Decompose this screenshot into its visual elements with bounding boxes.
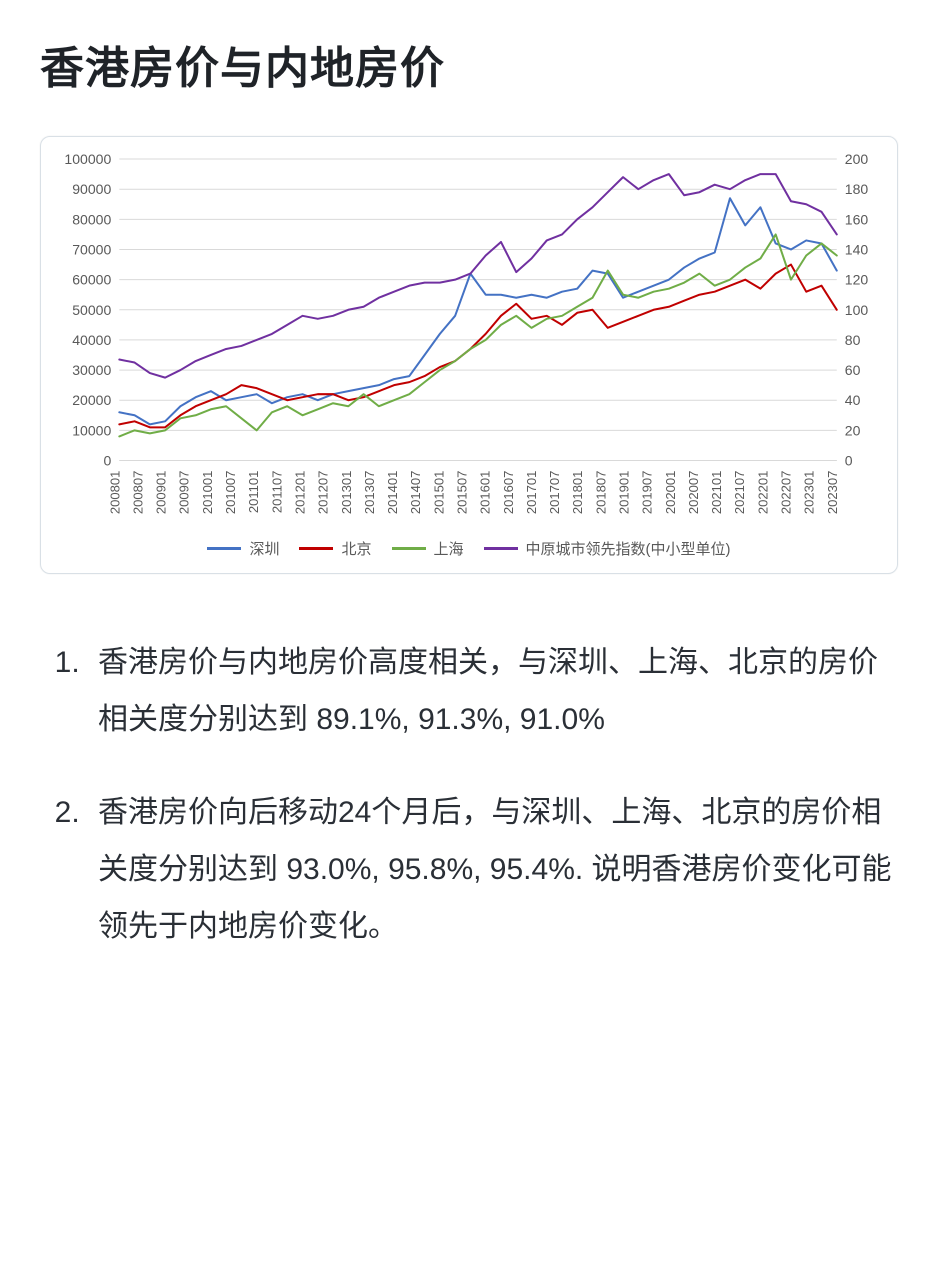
y-right-tick-label: 80 <box>845 332 861 348</box>
x-tick-label: 201107 <box>269 471 284 514</box>
y-left-tick-label: 70000 <box>72 242 111 258</box>
y-right-tick-label: 100 <box>845 302 869 318</box>
analysis-note: 香港房价向后移动24个月后，与深圳、上海、北京的房价相关度分别达到 93.0%,… <box>88 784 898 955</box>
price-line-chart: 0 0 10000 20 20000 40 30000 60 40000 80 50000 100 60… <box>57 149 881 531</box>
legend-label: 深圳 <box>249 538 279 559</box>
x-tick-label: 202201 <box>755 471 770 515</box>
y-right-tick-label: 60 <box>845 362 861 378</box>
x-tick-label: 201601 <box>478 471 493 515</box>
y-left-tick-label: 80000 <box>72 211 111 227</box>
x-tick-label: 200907 <box>177 471 192 515</box>
y-left-tick-label: 20000 <box>72 392 111 408</box>
x-tick-label: 201707 <box>547 471 562 515</box>
y-left-tick-label: 40000 <box>72 332 111 348</box>
x-tick-label: 202207 <box>778 471 793 515</box>
x-tick-label: 201501 <box>431 471 446 515</box>
x-tick-label: 201607 <box>501 471 516 515</box>
series-shenzhen <box>119 198 836 424</box>
y-left-tick-label: 90000 <box>72 181 111 197</box>
x-tick-label: 200807 <box>130 471 145 515</box>
x-tick-label: 201507 <box>454 471 469 515</box>
legend-label: 北京 <box>341 538 371 559</box>
x-tick-label: 201701 <box>524 471 539 515</box>
series-beijing <box>119 265 836 428</box>
y-right-tick-label: 140 <box>845 242 869 258</box>
x-tick-label: 202001 <box>663 471 678 515</box>
legend-swatch <box>207 547 241 550</box>
legend-label: 上海 <box>434 538 464 559</box>
y-right-tick-label: 0 <box>845 453 853 469</box>
x-tick-label: 200801 <box>107 471 122 515</box>
x-tick-label: 201401 <box>385 471 400 515</box>
y-left-tick-label: 0 <box>103 453 111 469</box>
y-left-tick-label: 100000 <box>64 151 111 167</box>
x-tick-label: 201801 <box>570 471 585 515</box>
y-right-tick-label: 160 <box>845 211 869 227</box>
legend-item-shanghai: 上海 <box>392 538 464 559</box>
y-left-tick-label: 60000 <box>72 272 111 288</box>
x-tick-label: 201301 <box>339 471 354 515</box>
x-tick-label: 201101 <box>246 471 261 514</box>
x-tick-label: 201307 <box>362 471 377 515</box>
x-tick-label: 202007 <box>686 471 701 515</box>
legend-swatch <box>484 547 518 550</box>
price-chart-card: 0 0 10000 20 20000 40 30000 60 40000 80 50000 100 60… <box>40 136 898 574</box>
legend-item-shenzhen: 深圳 <box>207 538 279 559</box>
analysis-note: 香港房价与内地房价高度相关，与深圳、上海、北京的房价相关度分别达到 89.1%,… <box>88 634 898 748</box>
y-right-tick-label: 120 <box>845 272 869 288</box>
x-tick-label: 201007 <box>223 471 238 515</box>
y-left-tick-label: 50000 <box>72 302 111 318</box>
x-tick-label: 201207 <box>316 471 331 515</box>
y-left-tick-label: 10000 <box>72 422 111 438</box>
legend-item-beijing: 北京 <box>299 538 371 559</box>
x-tick-label: 200901 <box>154 471 169 515</box>
y-right-tick-label: 200 <box>845 151 869 167</box>
legend-item-ccli: 中原城市领先指数(中小型单位) <box>484 538 731 559</box>
y-right-tick-label: 20 <box>845 422 861 438</box>
chart-legend: 深圳 北京 上海 中原城市领先指数(中小型单位) <box>57 537 881 559</box>
x-tick-label: 201001 <box>200 471 215 515</box>
analysis-notes-list: 香港房价与内地房价高度相关，与深圳、上海、北京的房价相关度分别达到 89.1%,… <box>40 634 898 955</box>
legend-label: 中原城市领先指数(中小型单位) <box>526 538 731 559</box>
legend-swatch <box>392 547 426 550</box>
y-right-tick-label: 40 <box>845 392 861 408</box>
x-tick-label: 201907 <box>640 471 655 515</box>
x-tick-label: 202301 <box>802 471 817 515</box>
page-title: 香港房价与内地房价 <box>40 32 898 96</box>
y-right-tick-label: 180 <box>845 181 869 197</box>
x-tick-label: 201901 <box>616 471 631 515</box>
x-tick-label: 201407 <box>408 471 423 515</box>
x-tick-label: 202307 <box>825 471 840 515</box>
y-left-tick-label: 30000 <box>72 362 111 378</box>
legend-swatch <box>299 547 333 550</box>
x-tick-label: 202101 <box>709 471 724 515</box>
x-tick-label: 202107 <box>732 471 747 515</box>
x-tick-label: 201201 <box>292 471 307 515</box>
x-tick-label: 201807 <box>593 471 608 515</box>
